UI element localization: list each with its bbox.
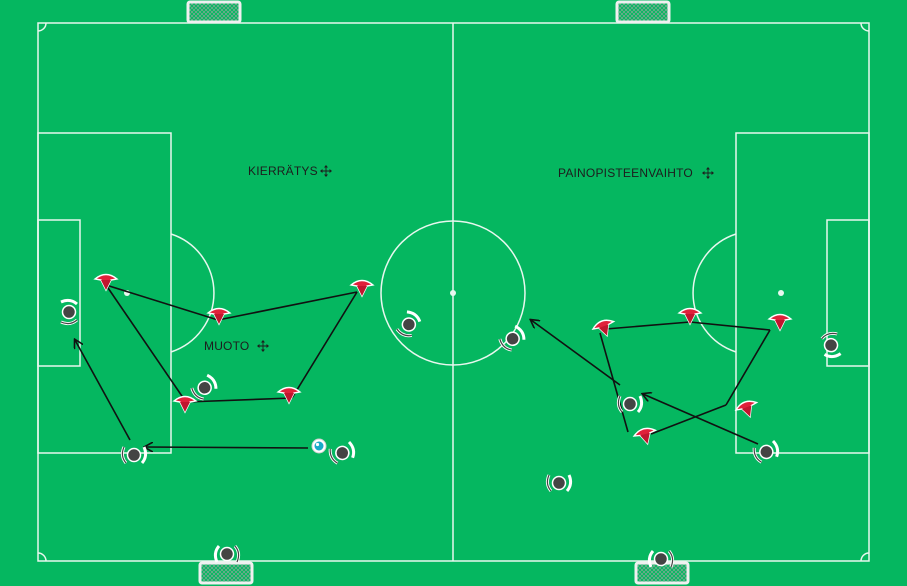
pass-arrow[interactable] <box>531 320 621 386</box>
cone-icon[interactable] <box>207 307 231 325</box>
cone-icon[interactable] <box>277 386 301 404</box>
pass-line[interactable] <box>185 397 293 403</box>
pitch-lines <box>37 22 870 562</box>
label-painopisteenvaihto[interactable]: PAINOPISTEENVAIHTO <box>558 166 715 180</box>
right-penalty-arc <box>692 233 737 353</box>
pass-line[interactable] <box>217 291 358 321</box>
pitch-spots <box>124 290 784 296</box>
player-icon[interactable] <box>616 394 644 414</box>
right-penalty-area <box>735 132 870 454</box>
right-penalty-spot <box>778 290 784 296</box>
move-arrows-icon[interactable] <box>701 166 715 180</box>
player-icon[interactable] <box>545 473 573 493</box>
pass-line[interactable] <box>605 321 691 330</box>
player-icon[interactable] <box>189 372 221 403</box>
corner-arc-tr <box>860 22 870 32</box>
right-goal-area <box>826 219 870 367</box>
center-circle <box>380 220 526 366</box>
player-icon[interactable] <box>213 544 241 564</box>
player-icon[interactable] <box>327 439 358 466</box>
player-icon[interactable] <box>497 323 529 354</box>
cone-icon[interactable] <box>350 279 374 297</box>
goal-net-icon[interactable] <box>198 561 254 585</box>
pass-line[interactable] <box>689 321 771 331</box>
pass-line[interactable] <box>105 284 187 403</box>
label-text: MUOTO <box>204 339 249 353</box>
goal-net-icon[interactable] <box>615 0 671 24</box>
player-icon[interactable] <box>394 308 424 341</box>
pass-arrow[interactable] <box>145 447 309 448</box>
cone-icon[interactable] <box>733 397 762 422</box>
player-icon[interactable] <box>59 298 79 326</box>
pass-line[interactable] <box>725 329 771 406</box>
left-penalty-area <box>37 132 172 454</box>
pass-line[interactable] <box>650 404 727 435</box>
pass-line[interactable] <box>291 291 358 399</box>
dark-team <box>59 298 843 569</box>
player-icon[interactable] <box>819 330 843 360</box>
run-arrow[interactable] <box>643 394 759 445</box>
cone-icon[interactable] <box>173 395 197 413</box>
movement-lines-left <box>75 284 358 448</box>
pass-line[interactable] <box>105 284 219 321</box>
label-text: KIERRÄTYS <box>248 164 318 178</box>
goal-net-icon[interactable] <box>186 0 242 24</box>
pass-line[interactable] <box>599 332 629 433</box>
corner-arc-tl <box>37 22 47 32</box>
move-arrows-icon[interactable] <box>256 339 270 353</box>
run-arrow[interactable] <box>75 340 131 441</box>
corner-arc-br <box>860 552 870 562</box>
label-muoto[interactable]: MUOTO <box>204 339 270 353</box>
label-kierratys[interactable]: KIERRÄTYS <box>248 164 333 178</box>
player-icon[interactable] <box>120 445 148 465</box>
cone-icon[interactable] <box>632 425 659 448</box>
left-goal-area <box>37 219 81 367</box>
movement-lines-right <box>531 320 771 445</box>
label-text: PAINOPISTEENVAIHTO <box>558 166 693 180</box>
left-penalty-arc <box>170 233 215 353</box>
ball-icon[interactable] <box>311 438 327 454</box>
cone-icon[interactable] <box>768 313 792 331</box>
move-arrows-icon[interactable] <box>319 164 333 178</box>
corner-arc-bl <box>37 552 47 562</box>
center-spot <box>450 290 456 296</box>
